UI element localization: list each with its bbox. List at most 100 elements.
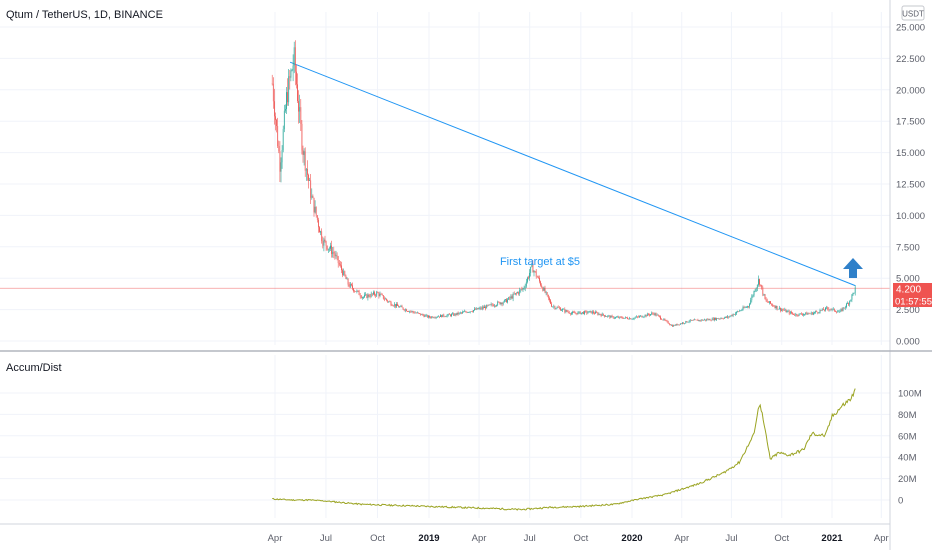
candle	[750, 298, 751, 305]
candle	[487, 304, 488, 306]
candle	[566, 309, 567, 313]
candle	[776, 305, 777, 310]
candle	[674, 325, 675, 326]
candle	[393, 305, 394, 307]
candle	[731, 315, 732, 317]
candle	[476, 307, 477, 310]
candle	[319, 226, 320, 232]
candle	[366, 294, 367, 298]
price-tick-label: 17.500	[896, 117, 925, 128]
candle	[402, 305, 403, 308]
candle	[486, 305, 487, 309]
candle	[656, 313, 657, 317]
candle	[537, 276, 538, 278]
candle	[743, 305, 744, 310]
candle	[659, 315, 660, 317]
candle	[632, 319, 633, 320]
candle	[347, 277, 348, 279]
candle	[338, 256, 339, 268]
candle	[853, 293, 854, 296]
candle	[408, 311, 409, 312]
candle	[284, 105, 285, 132]
ad-tick-label: 20M	[898, 474, 917, 485]
candle	[812, 312, 813, 315]
candle	[291, 68, 292, 81]
candle	[636, 315, 637, 318]
candle	[640, 315, 641, 317]
candle	[683, 322, 684, 324]
time-tick-label: Jul	[524, 533, 536, 544]
candle	[355, 291, 356, 292]
candle	[809, 312, 810, 314]
candle	[756, 287, 757, 292]
candle	[458, 311, 459, 315]
candle	[359, 290, 360, 295]
candle	[425, 314, 426, 317]
candle	[789, 310, 790, 315]
annotation-text[interactable]: First target at $5	[500, 256, 580, 268]
candle	[429, 315, 430, 318]
candle	[586, 310, 587, 315]
candle	[381, 293, 382, 295]
candle	[786, 309, 787, 313]
candle	[805, 312, 806, 315]
candle	[679, 324, 680, 325]
candle	[431, 316, 432, 319]
candle	[600, 314, 601, 316]
candle	[693, 319, 694, 320]
candle	[394, 302, 395, 308]
candle	[831, 308, 832, 310]
candle	[468, 312, 469, 313]
candle	[847, 301, 848, 304]
candle	[749, 303, 750, 309]
candle	[582, 312, 583, 314]
candle	[287, 78, 288, 105]
candle	[720, 318, 721, 320]
candle	[370, 294, 371, 298]
candle	[643, 316, 644, 318]
chart-title: Qtum / TetherUS, 1D, BINANCE	[6, 9, 163, 21]
candle	[551, 302, 552, 307]
candle	[601, 314, 602, 317]
candle	[462, 311, 463, 314]
candle	[729, 316, 730, 318]
candle	[722, 318, 723, 319]
candle	[509, 296, 510, 300]
candle	[778, 309, 779, 310]
candle	[792, 312, 793, 315]
candle	[501, 302, 502, 305]
candle	[292, 69, 293, 72]
candle	[449, 313, 450, 315]
candle	[517, 291, 518, 293]
currency-badge[interactable]: USDT	[902, 10, 924, 19]
candle	[545, 286, 546, 294]
candle	[773, 305, 774, 307]
candle	[546, 291, 547, 295]
candle	[440, 314, 441, 317]
candle	[854, 293, 855, 294]
candle	[761, 285, 762, 290]
candle	[426, 314, 427, 317]
candle	[412, 311, 413, 313]
candle	[658, 314, 659, 316]
candle	[522, 287, 523, 291]
candle	[701, 319, 702, 321]
candle	[383, 295, 384, 300]
candle	[732, 314, 733, 316]
candle	[855, 286, 856, 296]
candle	[327, 245, 328, 250]
candle	[669, 323, 670, 325]
candle	[453, 312, 454, 316]
candle	[777, 306, 778, 311]
candle	[612, 315, 613, 318]
candle	[681, 323, 682, 324]
candle	[625, 316, 626, 319]
candle	[447, 314, 448, 317]
ad-tick-label: 40M	[898, 453, 917, 464]
candle	[481, 306, 482, 310]
candle	[326, 241, 327, 251]
candle	[712, 317, 713, 320]
candle	[823, 307, 824, 310]
candle	[573, 311, 574, 313]
candle	[832, 308, 833, 311]
